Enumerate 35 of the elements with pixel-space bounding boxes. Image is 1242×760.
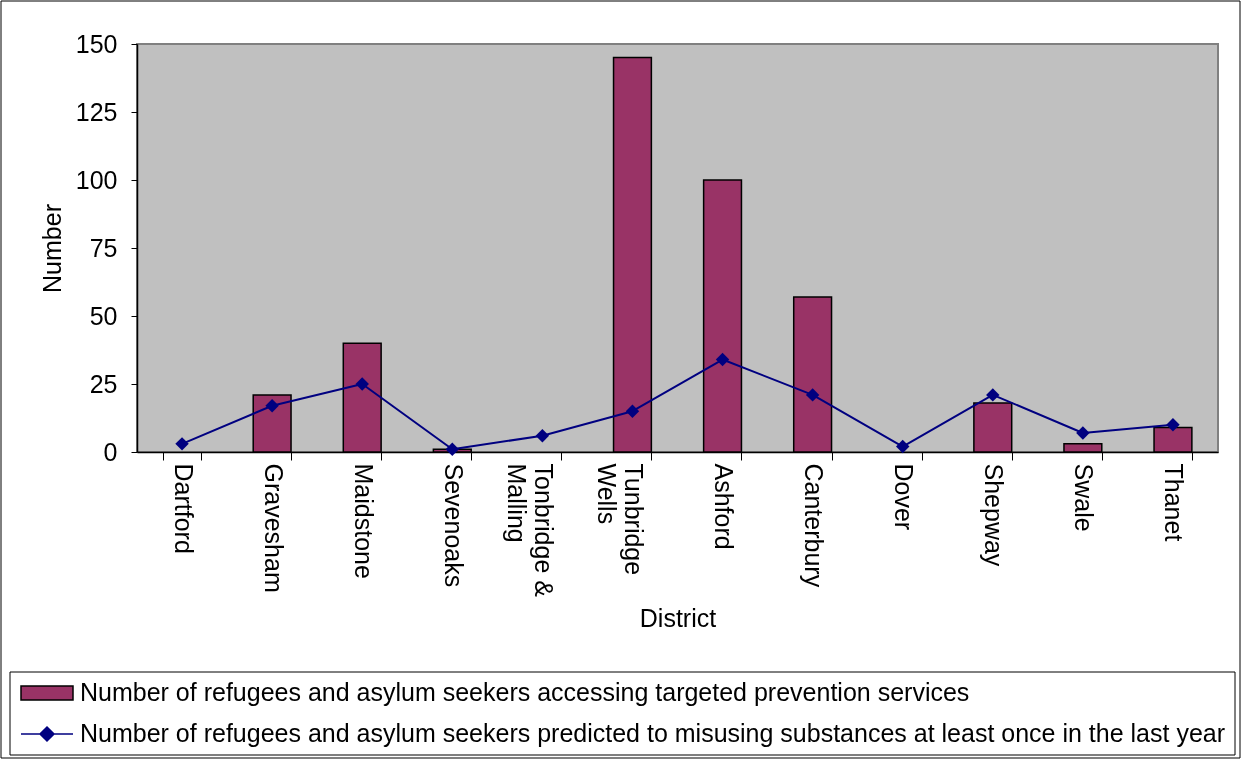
point: [986, 388, 1000, 402]
x-tick-label: Shepway: [980, 463, 1009, 567]
x-tick-label: Gravesham: [259, 463, 288, 593]
x-tick-label: Ashford: [710, 463, 739, 550]
y-tick-label: 0: [103, 437, 118, 466]
point: [175, 437, 189, 451]
legend-label: Number of refugees and asylum seekers predicted to misusing substances at least once in the last year: [80, 719, 1226, 747]
point: [715, 352, 730, 367]
point: [355, 377, 369, 391]
x-tick-label: Thanet: [1160, 463, 1189, 542]
y-axis-title: Number: [37, 204, 66, 293]
point: [445, 442, 459, 456]
x-tick-label: Canterbury: [800, 463, 829, 588]
y-tick-label: 150: [75, 29, 118, 58]
x-tick-label: Tunbridge Wells: [592, 463, 648, 576]
y-tick-label: 50: [89, 301, 118, 330]
legend-label: Number of refugees and asylum seekers accessing targeted prevention services: [80, 678, 970, 706]
point: [896, 439, 910, 454]
y-tick-label: 75: [89, 233, 118, 262]
x-tick-label: Sevenoaks: [439, 463, 468, 588]
x-tick-label: Dover: [890, 463, 919, 531]
point: [1076, 426, 1090, 440]
x-tick-label: Tonbridge & Malling: [502, 463, 558, 598]
y-tick-label: 100: [75, 165, 118, 194]
point: [1166, 418, 1180, 432]
x-tick-label: Dartford: [169, 463, 198, 554]
point: [625, 404, 640, 418]
x-tick-label: Maidstone: [349, 463, 378, 579]
point: [535, 428, 550, 443]
x-tick-label: Swale: [1070, 463, 1099, 532]
point: [805, 388, 820, 402]
point: [265, 399, 279, 413]
y-tick-label: 25: [89, 369, 118, 398]
y-tick-label: 125: [75, 97, 118, 126]
x-axis-title: District: [639, 603, 717, 632]
